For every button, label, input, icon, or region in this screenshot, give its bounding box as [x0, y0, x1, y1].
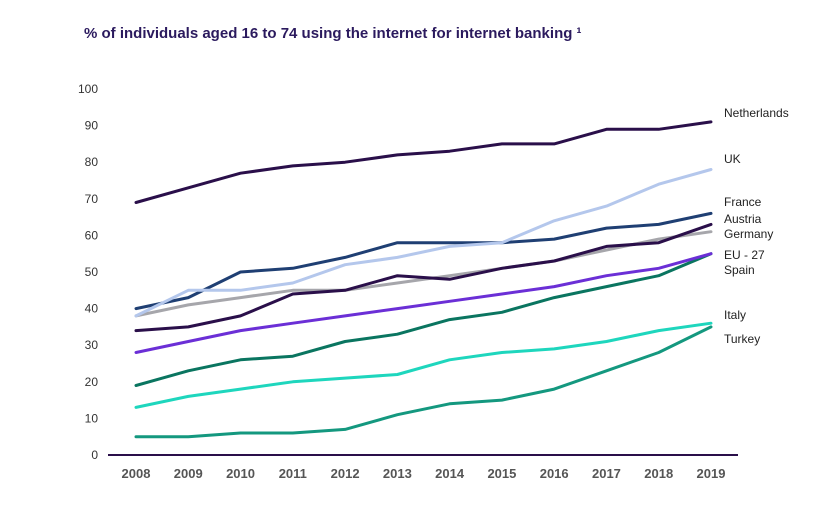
x-tick-label: 2014: [435, 466, 465, 481]
y-tick-label: 70: [85, 192, 99, 206]
x-tick-label: 2009: [174, 466, 203, 481]
series-label: Turkey: [724, 332, 760, 346]
x-tick-label: 2011: [279, 466, 307, 481]
y-tick-label: 10: [85, 411, 99, 425]
y-tick-label: 90: [85, 119, 99, 133]
series-label: Germany: [724, 227, 773, 241]
y-tick-label: 60: [85, 228, 99, 242]
x-axis-ticks: 2008 2009 2010 2011 2012 2013 2014 2015 2016 2017…: [122, 466, 726, 481]
y-tick-label: 80: [85, 155, 99, 169]
y-tick-label: 40: [85, 302, 99, 316]
series-line-netherlands: [134, 120, 713, 204]
series-line-eu-27: [134, 252, 713, 354]
series-line-germany: [134, 230, 713, 318]
series-line-italy: [134, 321, 713, 409]
x-tick-label: 2012: [331, 466, 360, 481]
x-tick-label: 2015: [487, 466, 516, 481]
x-tick-label: 2017: [592, 466, 621, 481]
x-tick-label: 2019: [697, 466, 726, 481]
series-line-france: [134, 211, 713, 311]
series-line-austria: [134, 222, 713, 333]
series-label: Netherlands: [724, 106, 789, 120]
y-tick-label: 0: [91, 448, 98, 462]
x-tick-label: 2016: [540, 466, 569, 481]
series-line-uk: [134, 168, 713, 318]
series-label: UK: [724, 152, 741, 166]
y-tick-label: 50: [85, 265, 99, 279]
y-axis-ticks: 0 10 20 30 40 50 60 70 80 90 100: [78, 82, 98, 462]
series-line-spain: [134, 252, 713, 387]
x-tick-label: 2013: [383, 466, 412, 481]
series-label: France: [724, 195, 762, 209]
series-label: Austria: [724, 212, 762, 226]
series-label: Spain: [724, 263, 755, 277]
series-lines: [134, 120, 713, 439]
y-tick-label: 20: [85, 375, 99, 389]
series-label: Italy: [724, 308, 746, 322]
x-tick-label: 2010: [226, 466, 255, 481]
series-line-turkey: [134, 325, 713, 439]
y-tick-label: 100: [78, 82, 98, 96]
x-tick-label: 2008: [122, 466, 151, 481]
chart-title: % of individuals aged 16 to 74 using the…: [84, 25, 582, 42]
x-tick-label: 2018: [644, 466, 673, 481]
series-label: EU - 27: [724, 248, 765, 262]
y-tick-label: 30: [85, 338, 99, 352]
